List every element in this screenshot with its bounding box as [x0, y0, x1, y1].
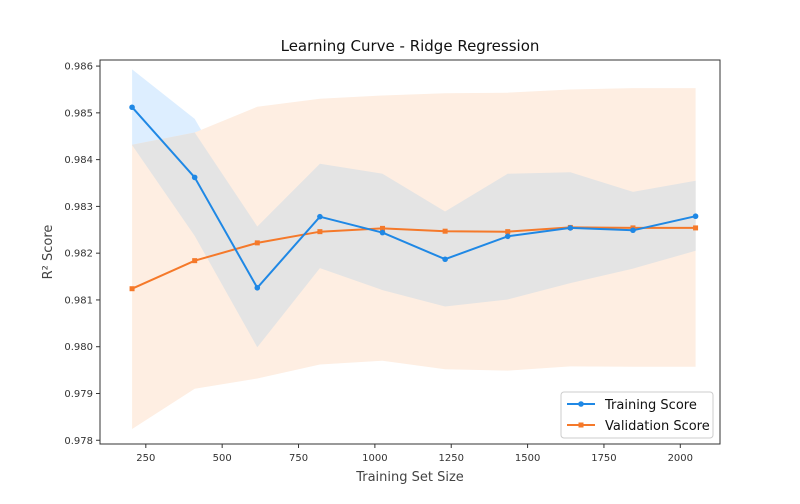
legend-training-marker: [578, 401, 584, 407]
point-training: [317, 213, 323, 220]
y-tick-label: 0.981: [64, 295, 93, 306]
y-tick-label: 0.980: [64, 342, 93, 353]
y-tick-label: 0.983: [64, 202, 93, 213]
chart-title: Learning Curve - Ridge Regression: [281, 37, 540, 55]
point-training: [630, 227, 636, 234]
y-tick-label: 0.978: [64, 436, 93, 447]
x-axis: 250 500 750 1000 1250 1500 1750 2000: [136, 444, 693, 464]
point-training: [567, 225, 574, 231]
point-training: [379, 229, 386, 236]
legend-label-validation: Validation Score: [605, 419, 710, 434]
series-line-training: [131, 106, 696, 290]
legend-label-training: Training Score: [604, 398, 697, 413]
x-tick-label: 1750: [591, 453, 616, 464]
point-validation: [254, 240, 260, 246]
legend: Training Score Validation Score: [560, 391, 714, 439]
x-tick-label: 1250: [439, 453, 464, 464]
point-validation: [317, 229, 323, 235]
y-axis: 0.978 0.979 0.980 0.981 0.982 0.983 0.984 0.985…: [64, 62, 100, 447]
series-line-validation: [131, 226, 696, 290]
point-validation: [192, 258, 198, 264]
y-tick-label: 0.982: [64, 249, 93, 260]
point-validation: [442, 228, 448, 234]
y-tick-label: 0.979: [64, 389, 93, 400]
x-tick-label: 2000: [668, 453, 693, 464]
point-training: [442, 256, 448, 263]
point-training: [692, 213, 699, 220]
x-tick-label: 750: [289, 453, 308, 464]
x-tick-label: 250: [136, 453, 155, 464]
point-training: [191, 174, 198, 181]
point-validation: [380, 225, 386, 231]
plot-frame: [99, 59, 721, 445]
x-axis-label: Training Set Size: [355, 470, 464, 485]
band-overlap: [132, 132, 696, 348]
x-tick-label: 500: [213, 453, 232, 464]
y-tick-label: 0.985: [64, 108, 93, 119]
plot-area: [129, 69, 699, 429]
x-tick-label: 1000: [362, 453, 387, 464]
y-axis-label: R² Score: [41, 225, 56, 280]
point-validation: [505, 229, 511, 235]
point-training: [254, 284, 261, 291]
point-validation: [693, 225, 699, 231]
legend-validation-marker: [578, 422, 584, 428]
y-tick-label: 0.984: [64, 155, 93, 166]
x-tick-label: 1500: [515, 453, 540, 464]
legend-box: [560, 391, 714, 439]
point-training: [129, 104, 135, 111]
point-training: [504, 233, 511, 240]
point-validation: [129, 286, 135, 292]
y-tick-label: 0.986: [64, 62, 93, 73]
